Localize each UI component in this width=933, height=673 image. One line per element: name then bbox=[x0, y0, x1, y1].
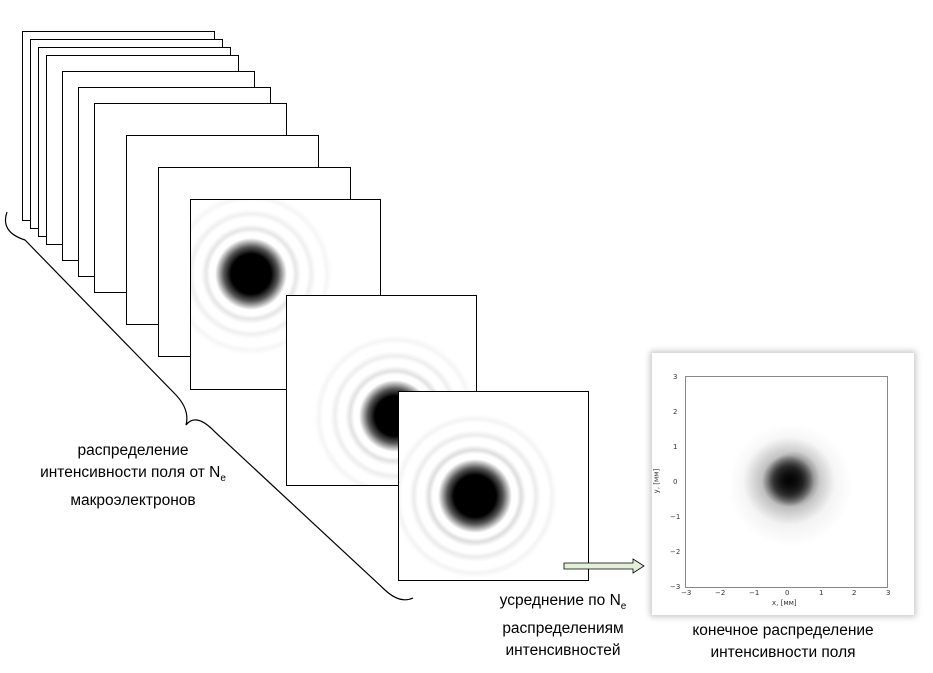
y-tick-label: 1 bbox=[673, 443, 678, 451]
y-axis-title: y, [мм] bbox=[652, 468, 661, 494]
y-tick-label: 2 bbox=[673, 408, 678, 416]
y-tick-label: 0 bbox=[673, 478, 678, 486]
y-tick-label: 3 bbox=[673, 373, 678, 381]
y-tick-label: −3 bbox=[670, 583, 681, 591]
x-tick-label: −2 bbox=[715, 589, 726, 597]
y-tick-label: −2 bbox=[670, 548, 681, 556]
x-tick-label: 0 bbox=[785, 589, 790, 597]
frames-label: распределение интенсивности поля от Ne м… bbox=[40, 442, 226, 509]
result-panel: 3 2 1 0 −1 −2 −3 −3 −2 −1 0 1 2 3 x, [мм… bbox=[652, 353, 914, 615]
x-tick-label: 2 bbox=[852, 589, 857, 597]
x-axis-title: x, [мм] bbox=[772, 599, 797, 607]
x-tick-label: −1 bbox=[749, 589, 760, 597]
averaging-label: усреднение по Ne распределениям интенсив… bbox=[499, 592, 627, 659]
x-tick-label: 1 bbox=[819, 589, 824, 597]
result-label: конечное распределение интенсивности пол… bbox=[692, 622, 874, 661]
x-tick-label: 3 bbox=[886, 589, 891, 597]
intensity-frame bbox=[190, 199, 381, 390]
intensity-frame bbox=[398, 391, 589, 581]
y-tick-label: −1 bbox=[670, 513, 681, 521]
result-plot-area bbox=[685, 376, 888, 588]
x-tick-label: −3 bbox=[681, 589, 692, 597]
